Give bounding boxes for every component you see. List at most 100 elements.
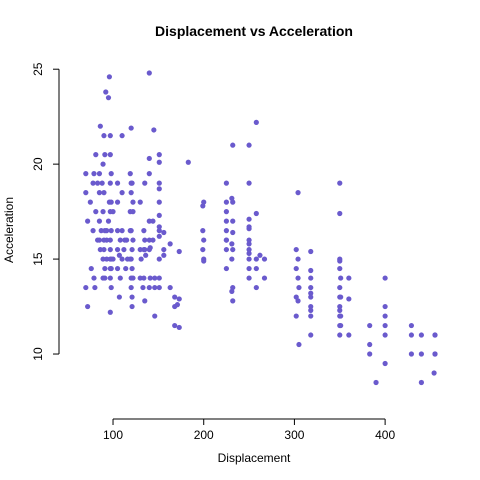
- data-point: [141, 275, 147, 281]
- data-point: [141, 228, 147, 234]
- data-point: [156, 152, 162, 158]
- data-point: [130, 209, 136, 215]
- data-point: [97, 123, 103, 129]
- data-point: [98, 228, 104, 234]
- data-point: [337, 265, 343, 272]
- data-point: [108, 284, 114, 291]
- y-tick-label: 25: [31, 62, 45, 76]
- data-point: [150, 237, 156, 243]
- data-point: [308, 294, 314, 300]
- x-axis-label: Displacement: [218, 451, 291, 465]
- data-point: [229, 241, 235, 247]
- data-point: [176, 248, 182, 255]
- data-point: [337, 258, 343, 264]
- data-point: [167, 284, 173, 291]
- data-point: [176, 296, 182, 302]
- data-point: [156, 228, 162, 234]
- data-point: [156, 233, 162, 239]
- data-point: [114, 246, 121, 253]
- data-point: [129, 180, 135, 186]
- data-point: [293, 246, 299, 253]
- data-point: [223, 246, 229, 253]
- data-point: [107, 133, 113, 139]
- data-point: [102, 275, 108, 281]
- data-point: [104, 228, 110, 234]
- data-point: [223, 228, 229, 234]
- data-point: [143, 252, 149, 258]
- data-point: [223, 199, 229, 205]
- data-point: [338, 313, 344, 319]
- data-point: [90, 228, 96, 234]
- data-point: [119, 190, 125, 196]
- data-point: [140, 284, 146, 291]
- data-point: [156, 199, 162, 205]
- data-point: [101, 246, 107, 253]
- data-point: [308, 303, 314, 310]
- data-point: [367, 322, 373, 329]
- data-point: [101, 133, 107, 139]
- data-point: [110, 209, 116, 215]
- data-point: [137, 275, 143, 281]
- data-point: [123, 265, 129, 272]
- data-point: [146, 155, 152, 162]
- x-axis: 100 200 300 400: [103, 418, 395, 442]
- data-point: [174, 302, 181, 308]
- y-tick-label: 10: [31, 347, 45, 361]
- data-point: [137, 199, 143, 205]
- data-point: [382, 360, 388, 367]
- data-point: [337, 284, 343, 291]
- data-point: [128, 284, 134, 291]
- data-point: [308, 267, 314, 274]
- data-point: [293, 265, 299, 272]
- data-point: [129, 265, 135, 272]
- data-point: [114, 265, 121, 272]
- data-point: [152, 313, 158, 319]
- data-point: [200, 246, 206, 253]
- data-point: [230, 246, 236, 253]
- data-point: [108, 265, 114, 272]
- data-point: [295, 275, 301, 281]
- data-point: [117, 275, 123, 281]
- y-axis-label: Acceleration: [2, 197, 16, 263]
- y-tick-label: 15: [31, 252, 45, 266]
- data-point: [127, 171, 133, 177]
- data-point: [346, 275, 352, 281]
- data-point: [432, 332, 438, 338]
- data-point: [96, 190, 103, 196]
- data-point: [253, 210, 259, 217]
- data-point: [106, 74, 112, 80]
- data-point: [130, 237, 136, 243]
- data-point: [88, 265, 94, 272]
- data-point: [167, 241, 173, 247]
- data-point: [308, 284, 314, 291]
- data-point: [128, 256, 134, 262]
- data-point: [103, 89, 109, 95]
- data-point: [432, 351, 438, 357]
- data-point: [110, 256, 116, 262]
- data-point: [230, 298, 236, 304]
- data-point: [246, 250, 252, 256]
- data-point: [156, 212, 162, 219]
- data-point: [295, 298, 301, 304]
- data-point: [107, 246, 113, 253]
- data-point: [295, 256, 301, 262]
- data-point: [85, 218, 91, 224]
- data-point: [176, 324, 182, 331]
- data-point: [346, 296, 352, 302]
- data-point: [246, 237, 252, 243]
- data-point: [124, 237, 130, 243]
- data-point: [338, 275, 344, 281]
- data-point: [337, 303, 343, 310]
- data-point: [90, 180, 96, 186]
- data-point: [119, 133, 125, 139]
- data-point: [142, 298, 148, 304]
- data-point: [107, 309, 113, 315]
- data-point: [93, 152, 99, 158]
- data-point: [151, 127, 157, 133]
- data-point: [104, 256, 110, 262]
- data-point: [408, 322, 415, 329]
- data-point: [142, 246, 148, 253]
- data-point: [114, 180, 121, 186]
- data-point: [201, 237, 207, 243]
- data-point: [230, 199, 236, 205]
